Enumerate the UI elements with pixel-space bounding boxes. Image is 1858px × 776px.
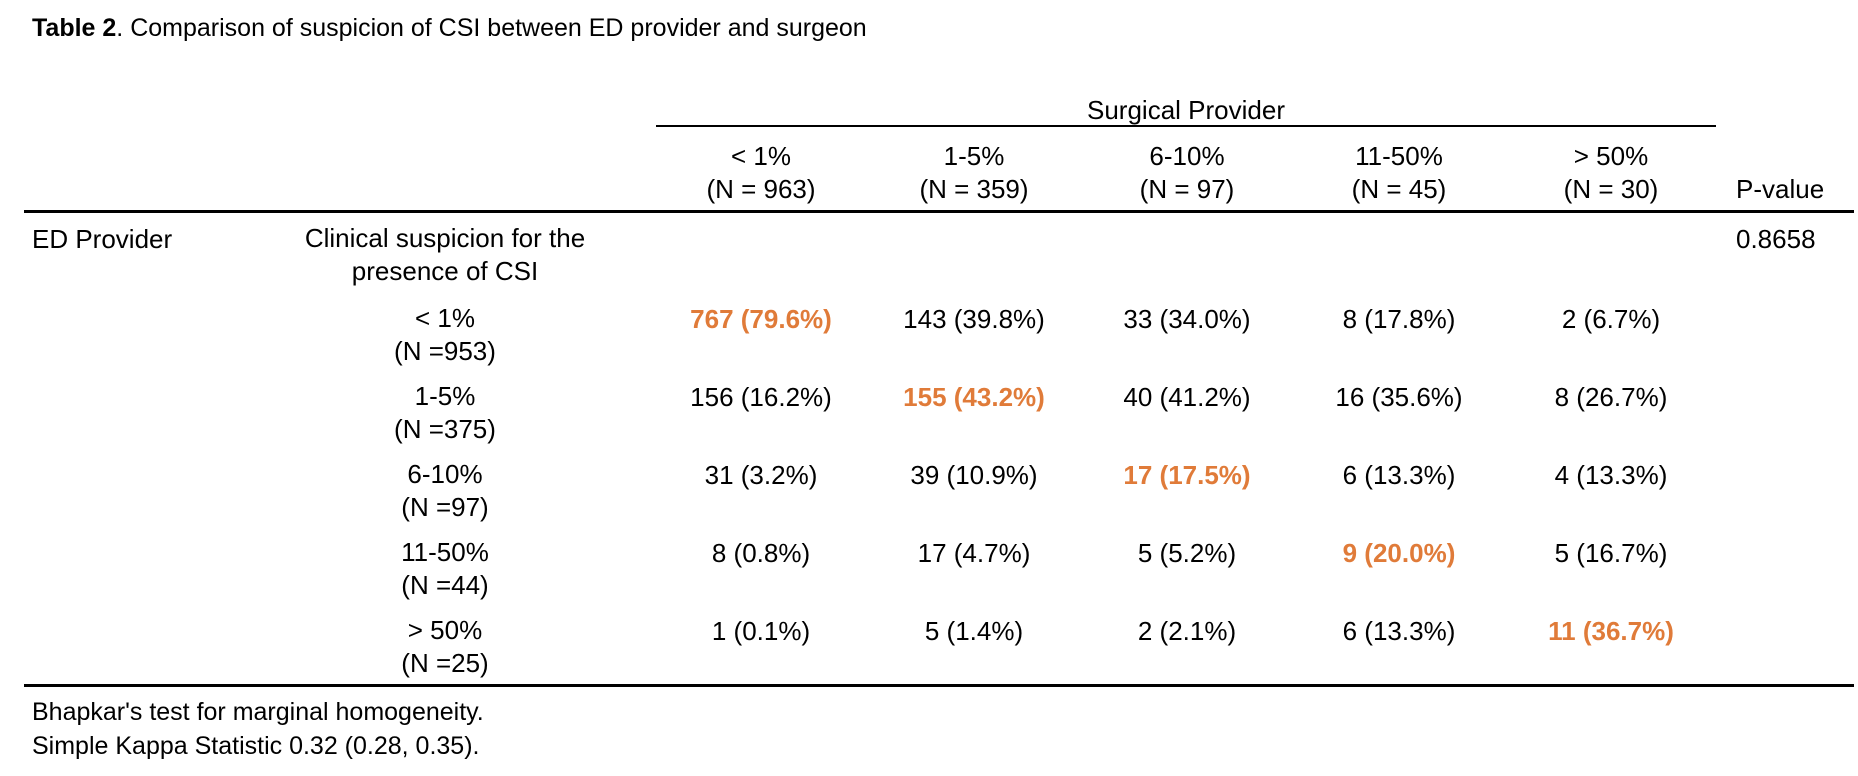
table-cell: 9 (20.0%) [1342,538,1456,568]
row-label: 6-10% (N =97) [330,458,560,524]
column-n: (N = 359) [919,174,1029,204]
table-cell: 17 (4.7%) [917,538,1031,568]
table-caption: Table 2. Comparison of suspicion of CSI … [32,14,867,43]
table-cell: 6 (13.3%) [1342,616,1456,646]
footnote: Bhapkar's test for marginal homogeneity. [32,698,484,726]
table-cell: 17 (17.5%) [1123,460,1251,490]
row-n: (N =375) [394,414,496,444]
table-cell: 31 (3.2%) [704,460,818,490]
table-cell: 5 (16.7%) [1554,538,1668,568]
table-number: Table 2 [32,14,117,42]
ed-provider-label: ED Provider [32,224,173,254]
column-header: 11-50% (N = 45) [1294,140,1504,206]
table-cell: 6 (13.3%) [1342,460,1456,490]
row-range: < 1% [415,303,475,333]
row-n: (N =25) [401,648,489,678]
clinical-suspicion-label: Clinical suspicion for the presence of C… [304,223,586,286]
table-cell: 11 (36.7%) [1548,616,1674,646]
footer-rule [24,684,1854,687]
row-label: 11-50% (N =44) [330,536,560,602]
column-range: 1-5% [943,141,1005,171]
row-range: > 50% [407,615,483,645]
table-cell: 5 (1.4%) [924,616,1024,646]
row-label: 1-5% (N =375) [330,380,560,446]
table-cell: 156 (16.2%) [690,382,832,412]
table-cell: 39 (10.9%) [910,460,1038,490]
table-cell: 40 (41.2%) [1123,382,1251,412]
table-cell: 2 (6.7%) [1561,304,1661,334]
column-n: (N = 30) [1563,174,1659,204]
table-title: . Comparison of suspicion of CSI between… [116,14,867,42]
table-cell: 33 (34.0%) [1123,304,1251,334]
table-cell: 8 (26.7%) [1554,382,1668,412]
table-cell: 2 (2.1%) [1137,616,1237,646]
row-n: (N =97) [401,492,489,522]
column-range: > 50% [1573,141,1649,171]
table-cell: 155 (43.2%) [903,382,1045,412]
table-cell: 8 (17.8%) [1342,304,1456,334]
table-cell: 143 (39.8%) [903,304,1045,334]
table-cell: 4 (13.3%) [1554,460,1668,490]
row-range: 6-10% [407,459,483,489]
column-n: (N = 97) [1139,174,1235,204]
surgical-provider-rule [656,125,1716,127]
table-cell: 8 (0.8%) [711,538,811,568]
column-header: 1-5% (N = 359) [869,140,1079,206]
column-header: 6-10% (N = 97) [1082,140,1292,206]
row-n: (N =44) [401,570,489,600]
row-label: > 50% (N =25) [330,614,560,680]
table-cell: 16 (35.6%) [1335,382,1463,412]
column-n: (N = 963) [706,174,816,204]
table-cell: 767 (79.6%) [690,304,832,334]
table-cell: 1 (0.1%) [711,616,811,646]
column-range: 6-10% [1149,141,1225,171]
table-cell: 5 (5.2%) [1137,538,1237,568]
row-range: 1-5% [414,381,476,411]
column-range: 11-50% [1355,141,1443,171]
column-n: (N = 45) [1351,174,1447,204]
column-header: < 1% (N = 963) [656,140,866,206]
row-n: (N =953) [394,336,496,366]
pvalue: 0.8658 [1736,224,1816,254]
header-rule [24,210,1854,213]
footnote: Simple Kappa Statistic 0.32 (0.28, 0.35)… [32,732,480,760]
column-range: < 1% [731,141,791,171]
column-header: > 50% (N = 30) [1506,140,1716,206]
pvalue-header: P-value [1736,174,1825,204]
row-range: 11-50% [401,537,489,567]
surgical-provider-header: Surgical Provider [1087,95,1285,125]
row-label: < 1% (N =953) [330,302,560,368]
